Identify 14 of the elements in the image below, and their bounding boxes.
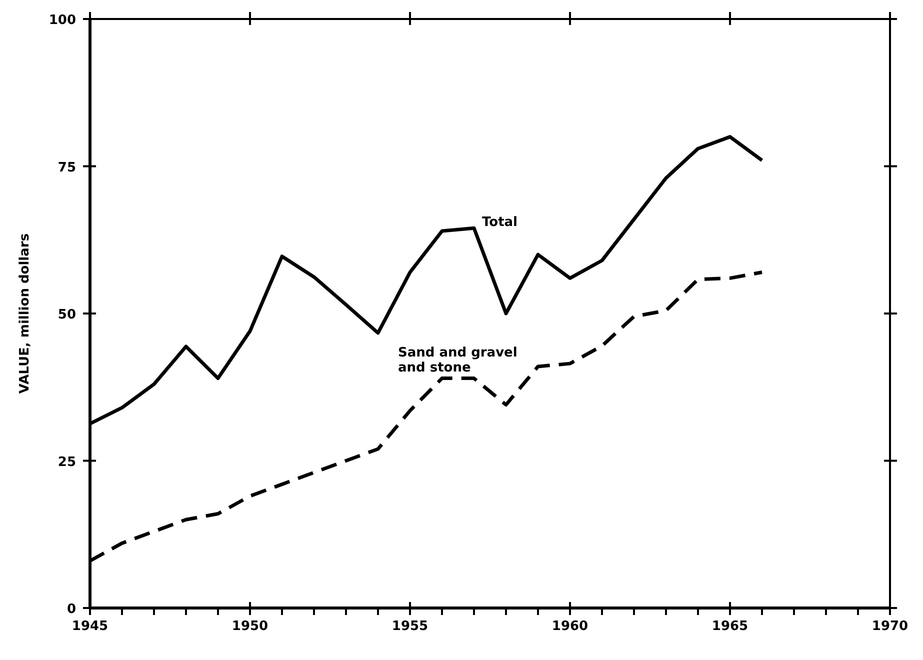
x-tick-label: 1970	[872, 619, 908, 634]
x-tick-label: 1950	[232, 619, 268, 634]
y-tick-label: 75	[58, 160, 76, 176]
y-tick-label: 25	[58, 454, 76, 470]
x-tick-label: 1965	[712, 619, 748, 634]
series-label: Sand and gravel and stone	[398, 345, 518, 376]
x-tick-label: 1960	[552, 619, 588, 634]
series-label: Total	[482, 215, 518, 230]
x-tick-label: 1955	[392, 619, 428, 634]
y-tick-label: 50	[58, 308, 76, 322]
y-tick-label: 100	[48, 13, 76, 28]
y-tick-label: 0	[66, 602, 76, 617]
x-tick-label: 1945	[72, 619, 108, 634]
y-axis-title: VALUE, million dollars	[18, 233, 33, 394]
